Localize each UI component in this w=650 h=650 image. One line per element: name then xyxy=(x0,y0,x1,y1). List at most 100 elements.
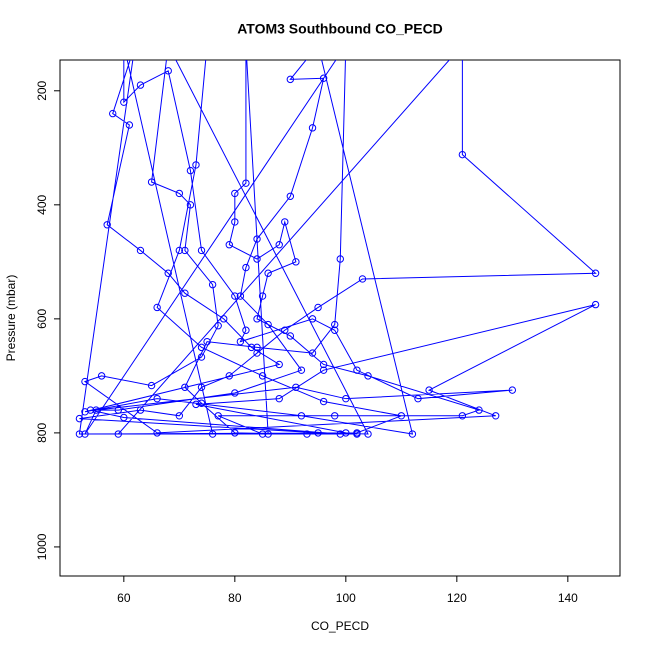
data-point xyxy=(264,320,272,329)
data-point xyxy=(343,42,349,48)
x-axis-label: CO_PECD xyxy=(311,619,369,633)
data-point xyxy=(319,360,328,369)
data-point xyxy=(281,218,289,226)
data-point xyxy=(125,121,134,129)
data-point xyxy=(292,258,300,266)
data-point xyxy=(353,430,361,438)
y-axis-label: Pressure (mbar) xyxy=(4,275,18,362)
data-point xyxy=(364,372,372,380)
x-tick-label: 140 xyxy=(558,591,578,605)
data-point xyxy=(231,292,239,300)
data-point xyxy=(181,289,189,297)
data-point xyxy=(192,400,200,409)
data-point xyxy=(175,189,184,198)
data-point xyxy=(153,429,161,437)
data-point xyxy=(275,360,283,369)
data-point xyxy=(292,383,300,391)
data-point xyxy=(303,430,311,438)
data-point xyxy=(253,343,261,352)
data-point xyxy=(97,372,106,380)
data-point xyxy=(336,430,344,438)
data-point xyxy=(153,303,161,312)
data-point xyxy=(175,412,184,420)
data-point xyxy=(204,42,210,48)
x-tick-label: 120 xyxy=(447,591,467,605)
data-point xyxy=(81,377,89,386)
data-point xyxy=(75,414,84,423)
data-point xyxy=(286,332,295,340)
x-tick-label: 60 xyxy=(117,591,131,605)
data-point xyxy=(353,366,361,374)
data-point xyxy=(247,343,256,352)
data-point xyxy=(186,166,195,175)
data-point xyxy=(297,366,306,374)
data-point xyxy=(181,383,189,391)
data-point xyxy=(197,246,206,255)
chart-title: ATOM3 Southbound CO_PECD xyxy=(237,21,443,37)
data-point xyxy=(208,280,217,289)
data-point xyxy=(164,269,172,277)
data-point xyxy=(208,430,217,438)
data-point xyxy=(214,321,222,330)
data-point xyxy=(225,241,233,249)
data-point xyxy=(319,397,328,406)
data-point xyxy=(275,394,283,403)
data-point xyxy=(147,178,156,186)
data-point xyxy=(109,109,117,118)
data-point xyxy=(475,406,483,414)
data-point xyxy=(197,353,206,361)
y-tick-label: 200 xyxy=(35,80,49,100)
data-point xyxy=(175,246,184,255)
data-point xyxy=(220,315,228,323)
data-point xyxy=(308,315,317,323)
data-point xyxy=(136,81,145,89)
data-point xyxy=(308,349,317,357)
data-point xyxy=(225,372,233,380)
data-point xyxy=(231,218,239,226)
y-tick-label: 400 xyxy=(35,194,49,214)
data-point xyxy=(319,74,328,82)
data-point xyxy=(242,263,250,272)
data-point xyxy=(408,430,417,438)
y-tick-label: 1000 xyxy=(35,533,49,560)
data-point xyxy=(242,179,250,187)
data-point xyxy=(120,413,128,422)
data-point xyxy=(253,349,261,357)
data-point xyxy=(286,192,295,200)
data-point xyxy=(425,386,433,394)
data-point xyxy=(132,42,138,48)
data-point xyxy=(591,269,600,277)
data-point xyxy=(236,292,245,300)
data-point xyxy=(591,300,600,309)
data-point xyxy=(331,412,339,420)
y-tick-label: 800 xyxy=(35,423,49,443)
data-point xyxy=(458,150,467,159)
plot-area xyxy=(75,42,600,438)
data-point xyxy=(197,399,206,407)
data-point xyxy=(214,412,222,420)
data-point xyxy=(314,429,322,437)
data-point xyxy=(136,406,145,414)
data-point xyxy=(81,430,89,438)
data-point xyxy=(364,430,372,438)
data-point xyxy=(75,430,84,438)
data-point xyxy=(314,303,322,312)
data-point xyxy=(114,406,122,414)
data-point xyxy=(197,383,206,391)
data-point xyxy=(231,389,239,397)
data-point xyxy=(181,246,189,255)
data-point xyxy=(459,42,465,48)
data-point xyxy=(308,124,317,132)
data-point xyxy=(342,394,350,403)
data-point xyxy=(281,326,289,334)
data-point xyxy=(253,315,261,323)
data-point xyxy=(192,161,200,169)
data-point xyxy=(336,255,344,263)
plot-frame xyxy=(59,59,621,577)
data-point xyxy=(103,221,111,229)
data-point xyxy=(319,366,328,374)
data-point xyxy=(315,42,321,48)
data-point xyxy=(120,98,128,106)
data-point xyxy=(358,275,367,283)
data-point xyxy=(153,394,161,403)
